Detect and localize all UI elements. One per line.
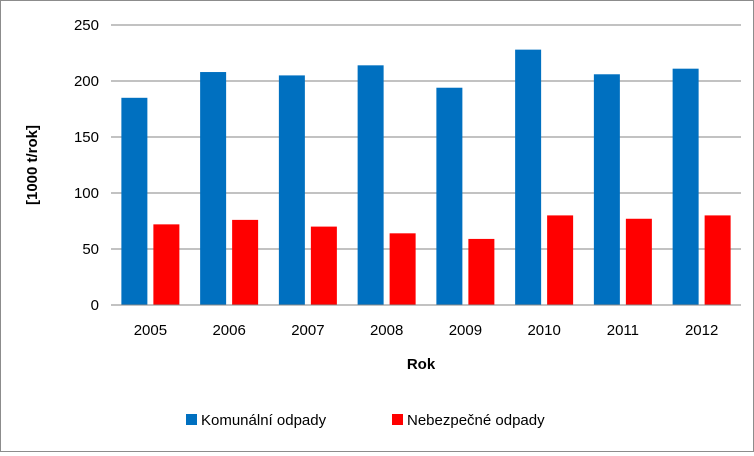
legend-label-nebezpecne: Nebezpečné odpady bbox=[407, 412, 545, 429]
bar-komunalni-2009 bbox=[436, 87, 463, 305]
y-tick-label: 100 bbox=[74, 185, 99, 202]
x-tick-label: 2008 bbox=[370, 322, 403, 339]
bar-komunalni-2010 bbox=[515, 49, 542, 305]
bar-nebezpecne-2011 bbox=[625, 218, 652, 305]
y-tick-label: 50 bbox=[82, 241, 99, 258]
bar-nebezpecne-2010 bbox=[547, 215, 574, 305]
bar-komunalni-2006 bbox=[200, 72, 227, 305]
x-tick-label: 2005 bbox=[134, 322, 167, 339]
y-tick-label: 200 bbox=[74, 73, 99, 90]
y-axis-title: [1000 t/rok] bbox=[24, 125, 41, 205]
x-tick-label: 2010 bbox=[527, 322, 560, 339]
bar-komunalni-2008 bbox=[357, 65, 384, 305]
y-tick-label: 0 bbox=[91, 297, 99, 314]
x-axis-title: Rok bbox=[407, 356, 436, 373]
x-tick-label: 2007 bbox=[291, 322, 324, 339]
x-tick-label: 2009 bbox=[449, 322, 482, 339]
y-tick-labels: 0 50 100 150 200 250 bbox=[74, 17, 99, 314]
x-tick-labels: 2005 2006 2007 2008 2009 2010 2011 2012 bbox=[134, 322, 719, 339]
x-tick-label: 2011 bbox=[607, 322, 639, 339]
bars bbox=[121, 49, 731, 306]
legend-label-komunalni: Komunální odpady bbox=[201, 412, 327, 429]
bar-nebezpecne-2007 bbox=[310, 226, 337, 305]
bar-nebezpecne-2009 bbox=[468, 238, 495, 305]
legend: Komunální odpady Nebezpečné odpady bbox=[186, 412, 545, 429]
bar-komunalni-2005 bbox=[121, 97, 148, 305]
legend-swatch-nebezpecne bbox=[392, 414, 403, 425]
bar-nebezpecne-2006 bbox=[232, 219, 259, 305]
legend-swatch-komunalni bbox=[186, 414, 197, 425]
bar-komunalni-2007 bbox=[278, 75, 305, 306]
bar-nebezpecne-2005 bbox=[153, 224, 180, 305]
bar-komunalni-2012 bbox=[672, 68, 699, 306]
y-tick-label: 150 bbox=[74, 129, 99, 146]
bar-nebezpecne-2008 bbox=[389, 233, 416, 305]
x-tick-label: 2006 bbox=[212, 322, 245, 339]
bar-nebezpecne-2012 bbox=[704, 215, 731, 305]
y-tick-label: 250 bbox=[74, 17, 99, 34]
x-tick-label: 2012 bbox=[685, 322, 718, 339]
bar-komunalni-2011 bbox=[593, 74, 620, 305]
